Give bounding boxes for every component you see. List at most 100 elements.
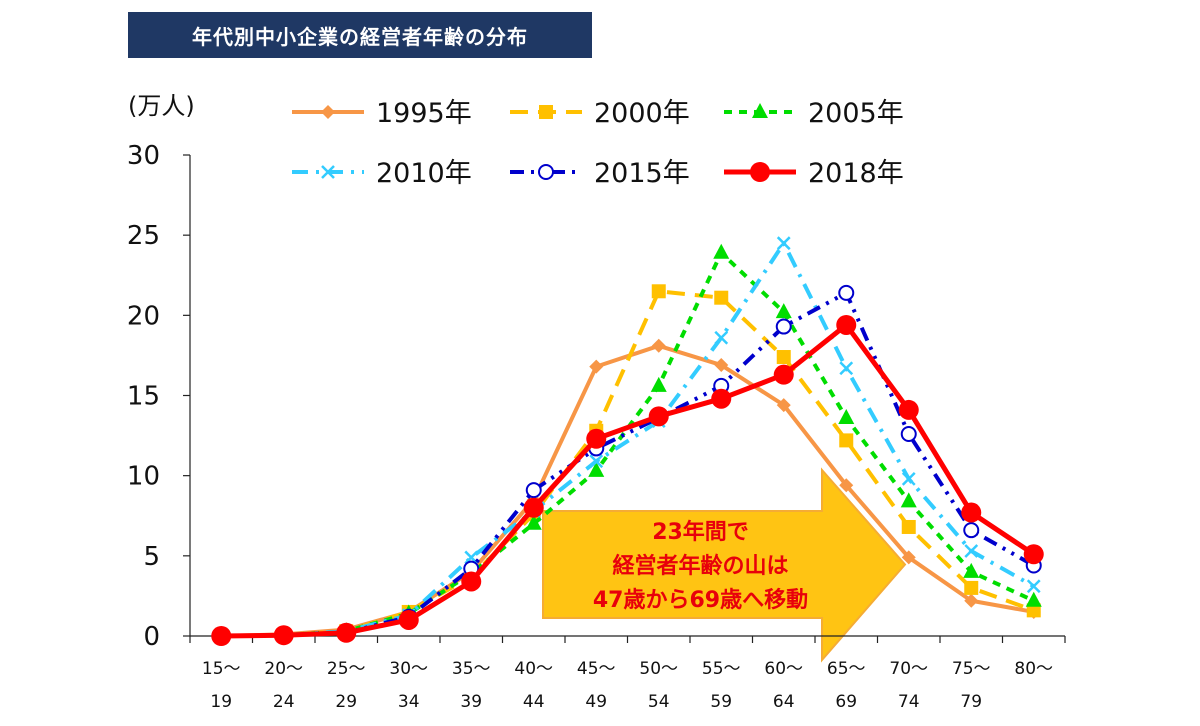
data-point: [900, 425, 917, 442]
data-point: [651, 338, 666, 353]
x-tick-label-bottom: 59: [710, 692, 732, 712]
data-point: [963, 562, 980, 578]
x-tick-label-top: 80～: [1014, 659, 1053, 679]
legend-item: 2010年: [292, 158, 472, 189]
data-point: [839, 361, 854, 376]
data-point: [273, 625, 294, 646]
data-point: [773, 364, 794, 385]
series-2018年: [211, 314, 1044, 646]
data-point: [713, 243, 730, 259]
x-tick-label-bottom: 19: [210, 692, 232, 712]
legend-item: 2018年: [724, 158, 904, 189]
data-point: [776, 236, 791, 251]
x-tick-label-bottom: 34: [398, 692, 420, 712]
callout-line-3: 47歳から69歳へ移動: [593, 587, 808, 613]
data-point: [839, 433, 854, 448]
legend-marker: [321, 165, 335, 179]
data-point: [588, 461, 605, 477]
y-axis-unit-label: (万人): [128, 92, 195, 120]
data-point: [839, 478, 854, 493]
data-point: [586, 428, 607, 449]
data-point: [964, 580, 979, 595]
series-line: [221, 322, 1036, 639]
data-point: [775, 318, 792, 335]
legend-marker: [538, 164, 554, 180]
data-point: [838, 408, 855, 424]
data-point: [464, 550, 479, 565]
x-tick-label-bottom: 69: [835, 692, 857, 712]
legend-marker: [750, 162, 770, 182]
data-point: [901, 519, 916, 534]
data-point: [964, 593, 979, 608]
y-tick-label: 0: [143, 622, 160, 652]
x-tick-label-top: 50～: [639, 659, 678, 679]
data-point: [651, 284, 666, 299]
data-point: [1026, 603, 1041, 618]
x-tick-label-bottom: 64: [773, 692, 795, 712]
callout-line-2: 経営者年齢の山は: [612, 553, 788, 579]
data-point: [525, 482, 542, 499]
data-point: [963, 522, 980, 539]
x-tick-label-top: 35～: [452, 659, 491, 679]
data-point: [336, 622, 357, 643]
data-point: [776, 398, 791, 413]
x-tick-label-bottom: 54: [648, 692, 670, 712]
y-tick-label: 20: [127, 301, 160, 331]
x-tick-label-bottom: 79: [960, 692, 982, 712]
x-tick-label-bottom: 29: [335, 692, 357, 712]
callout-arrow: [542, 467, 907, 663]
x-tick-label-top: 15～: [202, 659, 241, 679]
data-point: [589, 359, 604, 374]
legend: 1995年 2000年 2005年 2010年 2015年 2018年: [292, 98, 904, 189]
legend-marker: [321, 105, 335, 119]
callout-line-1: 23年間で: [652, 519, 749, 545]
data-point: [836, 314, 857, 335]
legend-marker: [752, 103, 768, 118]
x-tick-label-top: 25～: [327, 659, 366, 679]
legend-item: 2000年: [510, 98, 690, 129]
x-tick-label-top: 60～: [764, 659, 803, 679]
data-point: [714, 330, 729, 345]
series-line: [221, 241, 1035, 638]
legend-item: 2005年: [724, 98, 904, 129]
data-point: [714, 290, 729, 305]
x-tick-label-bottom: 74: [898, 692, 920, 712]
y-tick-label: 5: [143, 542, 160, 572]
data-point: [525, 514, 542, 530]
x-tick-label-top: 75～: [952, 659, 991, 679]
data-point: [961, 502, 982, 523]
x-tick-label-top: 65～: [827, 659, 866, 679]
x-tick-label-bottom: 49: [585, 692, 607, 712]
legend-label: 2018年: [808, 158, 904, 189]
data-point: [1023, 544, 1044, 565]
x-tick-label-bottom: 24: [273, 692, 295, 712]
data-point: [1026, 579, 1041, 594]
x-tick-label-top: 20～: [264, 659, 303, 679]
data-point: [775, 303, 792, 319]
x-tick-label-top: 45～: [577, 659, 616, 679]
legend-marker: [539, 105, 553, 119]
data-point: [898, 399, 919, 420]
x-tick-label-top: 55～: [702, 659, 741, 679]
data-point: [461, 571, 482, 592]
data-point: [650, 376, 667, 392]
data-point: [523, 497, 544, 518]
data-point: [1025, 591, 1042, 607]
chart-title-banner: 年代別中小企業の経営者年齢の分布: [128, 12, 592, 58]
legend-label: 2010年: [376, 158, 472, 189]
legend-label: 2015年: [594, 158, 690, 189]
legend-label: 2000年: [594, 98, 690, 129]
data-point: [711, 388, 732, 409]
chart-title: 年代別中小企業の経営者年齢の分布: [192, 24, 528, 49]
legend-label: 2005年: [808, 98, 904, 129]
data-point: [648, 406, 669, 427]
legend-item: 2015年: [510, 158, 690, 189]
data-point: [901, 550, 916, 565]
y-tick-label: 15: [127, 382, 160, 412]
y-tick-label: 30: [127, 141, 160, 171]
data-point: [900, 492, 917, 508]
data-point: [776, 350, 791, 365]
x-tick-label-bottom: 44: [523, 692, 545, 712]
